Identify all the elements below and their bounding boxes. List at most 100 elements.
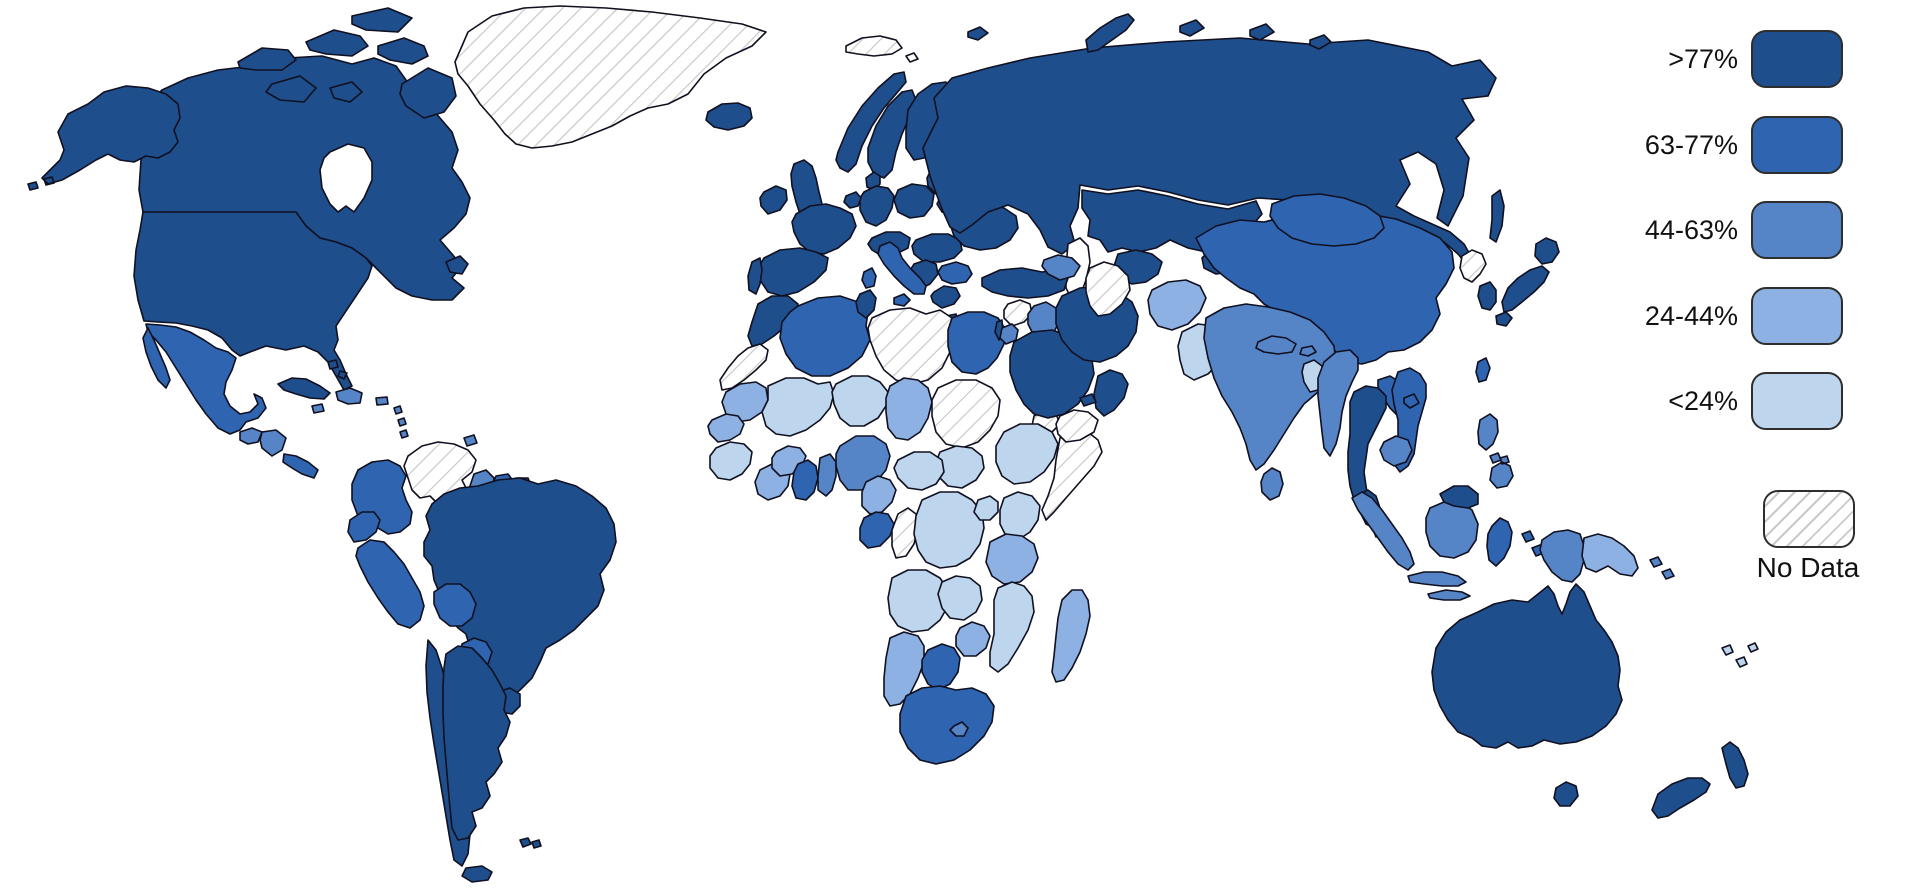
region-niger[interactable] [831,375,889,427]
region-tunisia[interactable] [855,289,877,319]
region-greece[interactable] [930,285,961,309]
region-sardinia[interactable] [861,267,877,289]
region-australia[interactable] [1431,583,1623,749]
region-borneo-malaysia[interactable] [1439,485,1479,509]
region-novaya-zemlya[interactable] [1085,13,1135,53]
region-portugal[interactable] [747,257,763,295]
region-sumatra[interactable] [1351,491,1415,571]
region-bahamas[interactable] [327,359,348,380]
region-angola[interactable] [887,569,949,633]
region-senegal[interactable] [707,413,745,443]
region-uganda[interactable] [973,495,999,521]
legend-swatch-44-63[interactable] [1751,201,1843,259]
region-kenya[interactable] [999,491,1041,541]
region-ghana[interactable] [791,459,819,501]
region-germany[interactable] [859,185,895,227]
region-hungary-romania[interactable] [911,233,963,263]
region-chad[interactable] [885,377,933,441]
legend-swatch-lt24[interactable] [1751,372,1843,430]
region-usa[interactable] [133,211,373,391]
region-russian-arctic-islands[interactable] [1179,19,1332,50]
region-iceland[interactable] [705,102,753,131]
region-sri-lanka[interactable] [1260,467,1284,501]
region-afghanistan[interactable] [1147,279,1207,331]
legend-swatch-63-77[interactable] [1751,116,1843,174]
region-papua-new-guinea[interactable] [1581,533,1639,577]
region-gabon[interactable] [859,511,895,549]
region-morocco[interactable] [747,295,799,347]
region-sakhalin[interactable] [1489,189,1505,243]
region-bolivia[interactable] [433,583,477,627]
region-new-guinea-west[interactable] [1539,529,1585,583]
region-ireland[interactable] [759,185,788,215]
region-guatemala[interactable] [239,427,263,445]
region-nepal[interactable] [1255,335,1297,355]
region-cuba[interactable] [277,377,331,400]
region-south-korea[interactable] [1477,281,1497,311]
legend-swatch-no-data[interactable] [1763,490,1855,548]
region-sudan[interactable] [931,379,1001,449]
region-bulgaria[interactable] [937,261,973,285]
region-south-africa[interactable] [899,685,995,765]
region-india[interactable] [1203,303,1337,471]
region-benelux[interactable] [843,191,862,209]
region-ecuador[interactable] [347,511,381,543]
region-franz-josef-land[interactable] [967,26,989,41]
region-togo-benin[interactable] [817,453,837,497]
region-peru[interactable] [355,539,425,629]
region-turkey[interactable] [981,267,1069,299]
region-botswana[interactable] [921,643,961,691]
region-tierra-del-fuego[interactable] [461,865,493,883]
region-lesser-antilles[interactable] [393,405,409,439]
region-north-korea[interactable] [1459,249,1487,283]
region-tasmania[interactable] [1553,781,1579,807]
region-spain[interactable] [757,247,829,297]
region-philippines[interactable] [1477,413,1514,489]
region-lesotho[interactable] [949,721,969,737]
region-thailand[interactable] [1347,385,1387,507]
region-taiwan[interactable] [1475,357,1491,383]
region-jamaica[interactable] [311,403,325,414]
region-hispaniola[interactable] [335,387,363,405]
region-new-zealand-south[interactable] [1651,777,1711,819]
region-uae[interactable] [1079,393,1097,407]
region-somalia[interactable] [1041,429,1103,521]
region-turkmenistan[interactable] [1085,261,1131,317]
region-costa-rica-panama[interactable] [282,453,319,479]
region-western-sahara[interactable] [719,343,769,391]
region-tanzania[interactable] [985,533,1039,585]
region-caucasus[interactable] [1041,254,1081,281]
region-norway[interactable] [835,71,907,173]
legend-swatch-gt77[interactable] [1751,30,1843,88]
region-new-zealand-north[interactable] [1721,741,1749,789]
region-algeria[interactable] [779,295,871,377]
region-mexico[interactable] [145,323,267,435]
region-myanmar[interactable] [1317,349,1359,457]
region-mozambique-malawi[interactable] [989,581,1035,673]
region-ethiopia[interactable] [995,423,1059,485]
region-hainan[interactable] [1403,393,1420,409]
region-argentina[interactable] [442,645,511,841]
region-solomon-islands[interactable] [1649,556,1675,580]
region-trinidad[interactable] [463,434,478,447]
region-madagascar[interactable] [1051,589,1091,683]
region-greenland[interactable] [454,5,767,149]
region-cameroon[interactable] [861,475,897,515]
region-poland[interactable] [893,183,935,219]
region-cambodia[interactable] [1379,435,1413,467]
region-mali[interactable] [761,377,835,437]
region-italy[interactable] [877,241,927,295]
region-libya[interactable] [867,307,955,385]
region-guinea[interactable] [709,441,753,481]
region-zambia[interactable] [937,575,983,621]
region-borneo-indonesia[interactable] [1425,501,1479,559]
region-bhutan[interactable] [1299,345,1317,357]
region-java[interactable] [1407,571,1467,587]
region-zimbabwe[interactable] [955,621,991,657]
region-mongolia[interactable] [1269,193,1385,247]
region-falkland-islands[interactable] [519,837,542,849]
region-congo[interactable] [891,507,919,559]
region-newfoundland[interactable] [445,255,469,275]
region-canadian-arctic-islands[interactable] [237,7,457,119]
region-egypt[interactable] [947,311,1007,375]
